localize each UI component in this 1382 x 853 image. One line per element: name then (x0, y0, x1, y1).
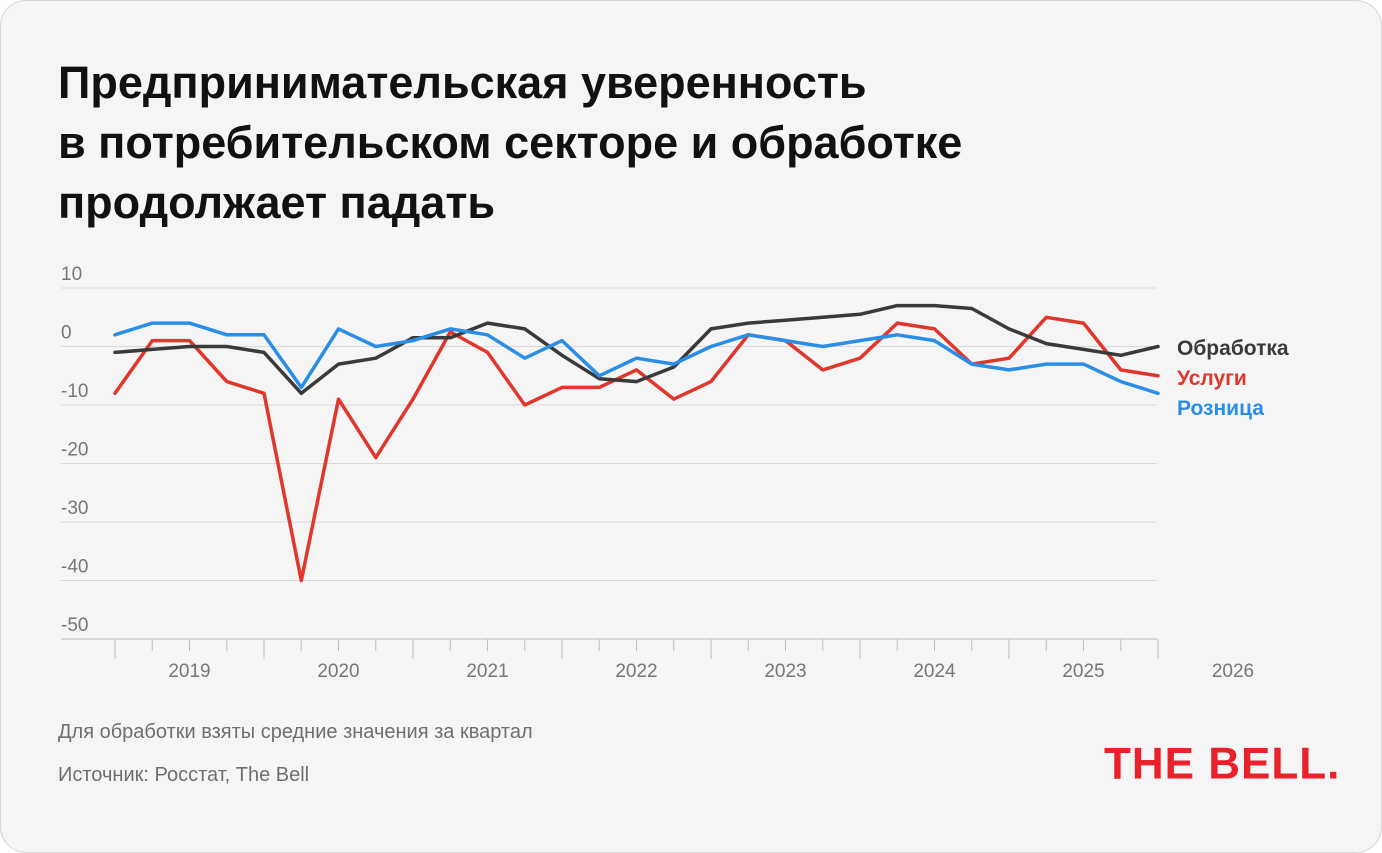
series-line-1 (113, 315, 1160, 583)
the-bell-logo: THE BELL. (1104, 738, 1341, 789)
y-axis: 10 0 -10 -20 -30 -40 -50 (61, 264, 88, 636)
x-tick-label: 2025 (1062, 661, 1104, 682)
grid-lines (61, 287, 1157, 581)
footnote: Для обработки взяты средние значения за … (58, 721, 533, 743)
legend: Обработка Услуги Розница (1177, 337, 1289, 420)
y-tick-label: 10 (61, 264, 82, 285)
x-tick-label: 2026 (1212, 661, 1254, 682)
x-tick-label: 2019 (168, 661, 210, 682)
x-tick-label: 2021 (466, 661, 508, 682)
title-line-1: Предпринимательская уверенность (58, 57, 867, 108)
y-tick-label: -50 (61, 615, 88, 636)
x-tick-label: 2020 (317, 661, 359, 682)
y-tick-label: -30 (61, 498, 88, 519)
y-tick-label: 0 (61, 323, 72, 344)
legend-label: Розница (1177, 397, 1264, 420)
title-line-3: продолжает падать (58, 177, 496, 228)
legend-label: Услуги (1177, 367, 1247, 390)
y-tick-label: -40 (61, 557, 88, 578)
x-tick-label: 2023 (764, 661, 806, 682)
line-chart: 100-10-20-30-40-50 2019 2020 2021 2022 2023 2… (61, 264, 1289, 682)
y-tick-label: -20 (61, 440, 88, 461)
x-tick-label: 2024 (913, 661, 956, 682)
legend-label: Обработка (1177, 337, 1289, 360)
y-tick-label: -10 (61, 381, 88, 402)
source-note: Источник: Росстат, The Bell (58, 764, 310, 786)
x-tick-label: 2022 (615, 661, 657, 682)
series-line-0 (113, 303, 1160, 396)
series-line-2 (113, 321, 1160, 396)
title-line-2: в потребительском секторе и обработке (58, 117, 963, 168)
x-axis: 2019 2020 2021 2022 2023 2024 2025 2026 (61, 638, 1254, 682)
chart-title: Предпринимательская уверенность в потреб… (58, 53, 1208, 233)
series-lines (113, 303, 1160, 583)
